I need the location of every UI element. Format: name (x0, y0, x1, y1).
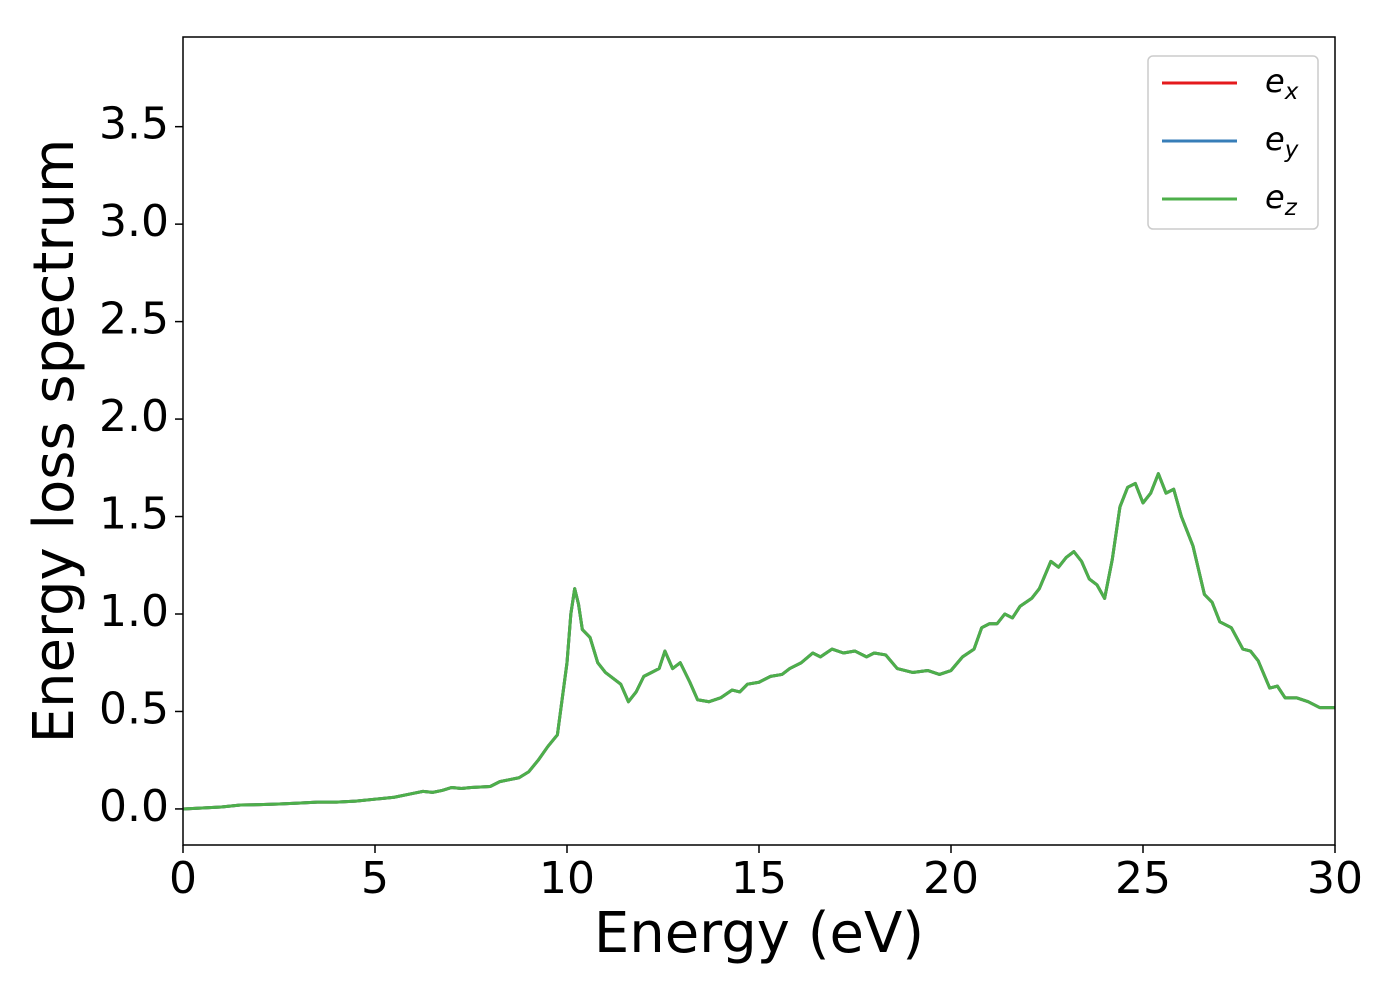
y-tick-label: 1.0 (99, 586, 169, 637)
x-tick-label: 10 (539, 853, 595, 904)
series-line (183, 472, 1335, 811)
legend-label: ey (1265, 120, 1299, 163)
x-tick-label: 25 (1115, 853, 1171, 904)
x-tick-label: 15 (731, 853, 787, 904)
y-tick-label: 2.0 (99, 391, 169, 442)
x-tick-label: 20 (923, 853, 979, 904)
x-tick-label: 30 (1307, 853, 1363, 904)
x-tick-label: 5 (361, 853, 389, 904)
y-tick-label: 2.5 (99, 294, 169, 345)
legend-label: ez (1265, 178, 1298, 221)
y-tick-label: 0.5 (99, 683, 169, 734)
y-tick-label: 3.0 (99, 196, 169, 247)
x-tick-label: 0 (169, 853, 197, 904)
legend-label: ex (1265, 62, 1299, 105)
y-tick-label: 1.5 (99, 489, 169, 540)
y-tick-label: 3.5 (99, 99, 169, 150)
y-tick-label: 0.0 (99, 781, 169, 832)
series-line (183, 472, 1335, 811)
y-axis-label: Energy loss spectrum (22, 139, 87, 744)
series-line (183, 472, 1335, 811)
plot-frame (182, 36, 1336, 846)
x-axis-label: Energy (eV) (594, 901, 924, 966)
